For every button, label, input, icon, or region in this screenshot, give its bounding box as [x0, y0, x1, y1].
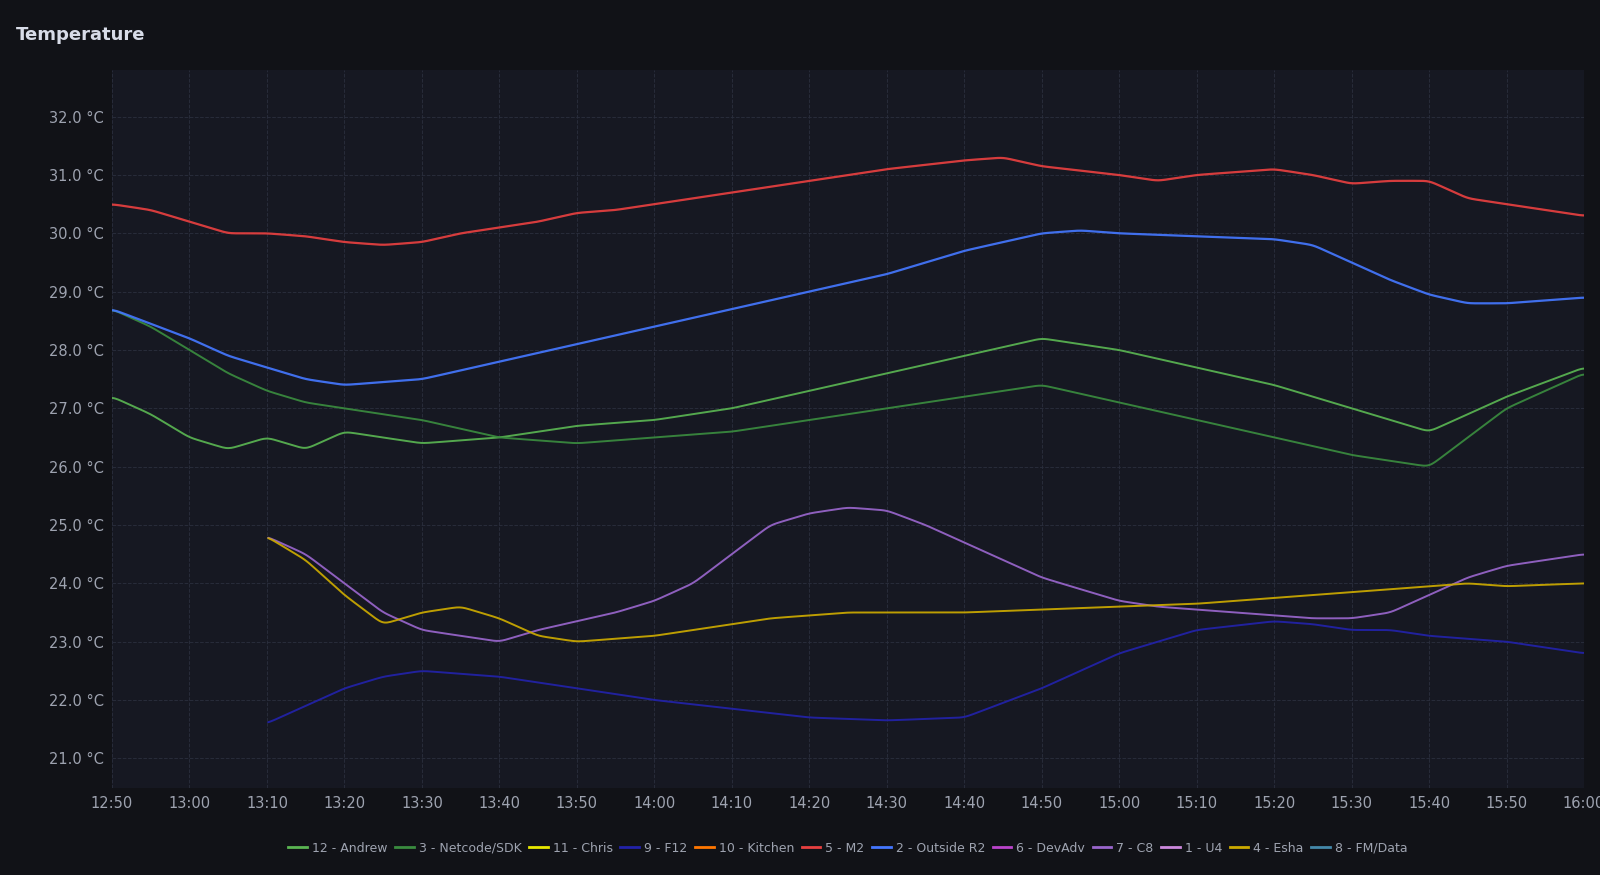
Legend: 12 - Andrew, 3 - Netcode/SDK, 11 - Chris, 9 - F12, 10 - Kitchen, 5 - M2, 2 - Out: 12 - Andrew, 3 - Netcode/SDK, 11 - Chris… [283, 836, 1413, 860]
Text: Temperature: Temperature [16, 26, 146, 45]
